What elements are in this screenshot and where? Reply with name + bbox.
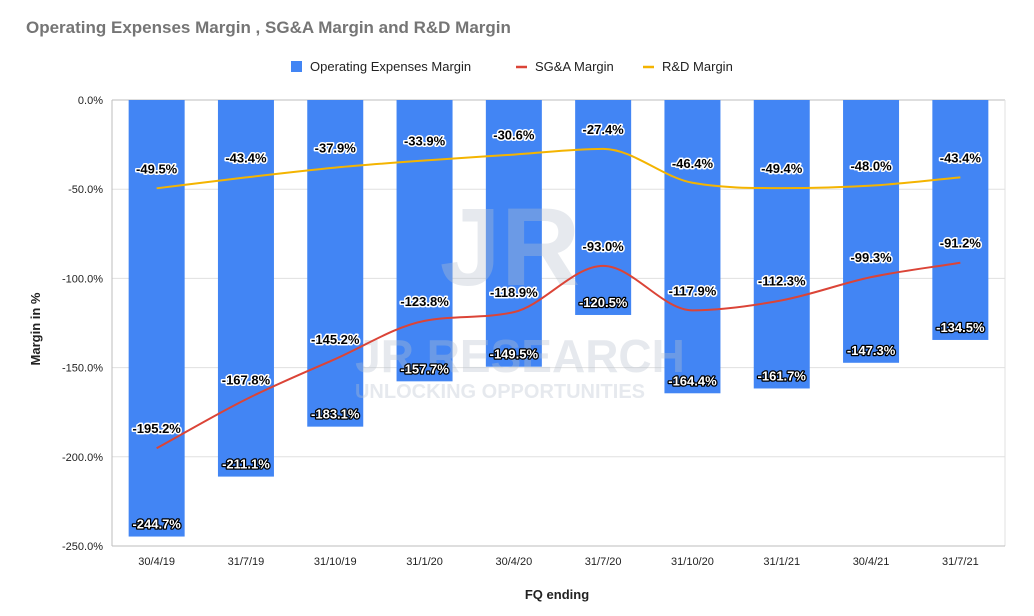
y-tick-label: 0.0% bbox=[78, 95, 103, 107]
rnd-data-label: -30.6% bbox=[493, 128, 535, 143]
y-axis-title: Margin in % bbox=[28, 292, 43, 365]
sga-data-label: -112.3% bbox=[758, 273, 806, 288]
opex-data-label: -183.1% bbox=[311, 407, 360, 422]
sga-data-label: -118.9% bbox=[490, 285, 538, 300]
bars bbox=[128, 100, 989, 537]
rnd-data-label: -46.4% bbox=[672, 156, 714, 171]
sga-data-label: -99.3% bbox=[850, 250, 892, 265]
rnd-data-label: -43.4% bbox=[940, 150, 982, 165]
x-axis-ticks: 30/4/19 31/7/19 31/10/19 31/1/20 30/4/20 31/7… bbox=[138, 556, 978, 568]
y-tick-label: -250.0% bbox=[62, 541, 103, 553]
sga-data-label: -91.2% bbox=[940, 236, 982, 251]
bar bbox=[307, 100, 364, 427]
sga-data-label: -195.2% bbox=[132, 421, 181, 436]
series-lines bbox=[156, 147, 961, 450]
rnd-data-label: -48.0% bbox=[850, 159, 892, 174]
y-axis-ticks: 0.0% -50.0% -100.0% -150.0% -200.0% -250.0% bbox=[62, 95, 103, 553]
bar bbox=[485, 100, 542, 367]
rnd-data-label: -43.4% bbox=[225, 150, 267, 165]
x-tick-label: 31/7/20 bbox=[585, 556, 622, 568]
opex-data-label: -120.5% bbox=[579, 295, 628, 310]
opex-data-label: -134.5% bbox=[936, 320, 985, 335]
bar bbox=[396, 100, 453, 382]
x-tick-label: 30/4/21 bbox=[853, 556, 890, 568]
sga-data-label: -167.8% bbox=[222, 372, 271, 387]
opex-data-label: -157.7% bbox=[400, 361, 449, 376]
x-tick-label: 30/4/19 bbox=[138, 556, 175, 568]
opex-data-label: -147.3% bbox=[847, 343, 896, 358]
legend-sga-label: SG&A Margin bbox=[535, 59, 614, 74]
opex-data-label: -161.7% bbox=[758, 368, 807, 383]
rnd-data-label: -49.4% bbox=[761, 161, 803, 176]
sga-margin-line bbox=[156, 261, 961, 450]
opex-data-label: -244.7% bbox=[132, 517, 181, 532]
bar bbox=[932, 100, 989, 340]
rnd-data-label: -49.5% bbox=[136, 161, 178, 176]
opex-data-label: -164.4% bbox=[668, 373, 717, 388]
rnd-data-label: -33.9% bbox=[404, 133, 446, 148]
x-tick-label: 31/10/19 bbox=[314, 556, 357, 568]
watermark-tagline: UNLOCKING OPPORTUNITIES bbox=[355, 381, 645, 403]
x-tick-label: 31/1/20 bbox=[406, 556, 443, 568]
legend-opex-label: Operating Expenses Margin bbox=[310, 59, 471, 74]
y-tick-label: -150.0% bbox=[62, 363, 103, 375]
chart-title: Operating Expenses Margin , SG&A Margin … bbox=[26, 18, 511, 37]
y-tick-label: -100.0% bbox=[62, 273, 103, 285]
watermark: JR JR RESEARCH UNLOCKING OPPORTUNITIES bbox=[355, 186, 685, 403]
x-axis-title: FQ ending bbox=[525, 587, 589, 602]
bar bbox=[128, 100, 185, 537]
x-tick-label: 31/7/19 bbox=[228, 556, 265, 568]
data-labels: -244.7% -211.1% -183.1% -157.7% -149.5% -120.… bbox=[131, 120, 986, 532]
bar bbox=[664, 100, 721, 394]
sga-data-label: -117.9% bbox=[669, 283, 717, 298]
sga-data-label: -145.2% bbox=[311, 332, 360, 347]
sga-data-label: -93.0% bbox=[583, 239, 625, 254]
watermark-name: JR RESEARCH bbox=[355, 330, 685, 382]
x-tick-label: 31/10/20 bbox=[671, 556, 714, 568]
bar bbox=[753, 100, 810, 389]
opex-data-label: -211.1% bbox=[222, 457, 270, 472]
rnd-data-label: -27.4% bbox=[583, 122, 625, 137]
legend: Operating Expenses Margin SG&A Margin R&D … bbox=[291, 59, 733, 74]
y-tick-label: -200.0% bbox=[62, 452, 103, 464]
legend-opex-swatch bbox=[291, 61, 302, 72]
y-tick-label: -50.0% bbox=[68, 184, 103, 196]
x-tick-label: 31/7/21 bbox=[942, 556, 979, 568]
x-tick-label: 31/1/21 bbox=[763, 556, 800, 568]
bar bbox=[217, 100, 274, 477]
bar bbox=[843, 100, 900, 363]
rnd-data-label: -37.9% bbox=[315, 141, 357, 156]
bar bbox=[575, 100, 632, 315]
x-tick-label: 30/4/20 bbox=[495, 556, 532, 568]
opex-data-label: -149.5% bbox=[490, 347, 539, 362]
legend-rnd-label: R&D Margin bbox=[662, 59, 733, 74]
sga-data-label: -123.8% bbox=[400, 294, 449, 309]
rnd-margin-line bbox=[156, 147, 961, 190]
